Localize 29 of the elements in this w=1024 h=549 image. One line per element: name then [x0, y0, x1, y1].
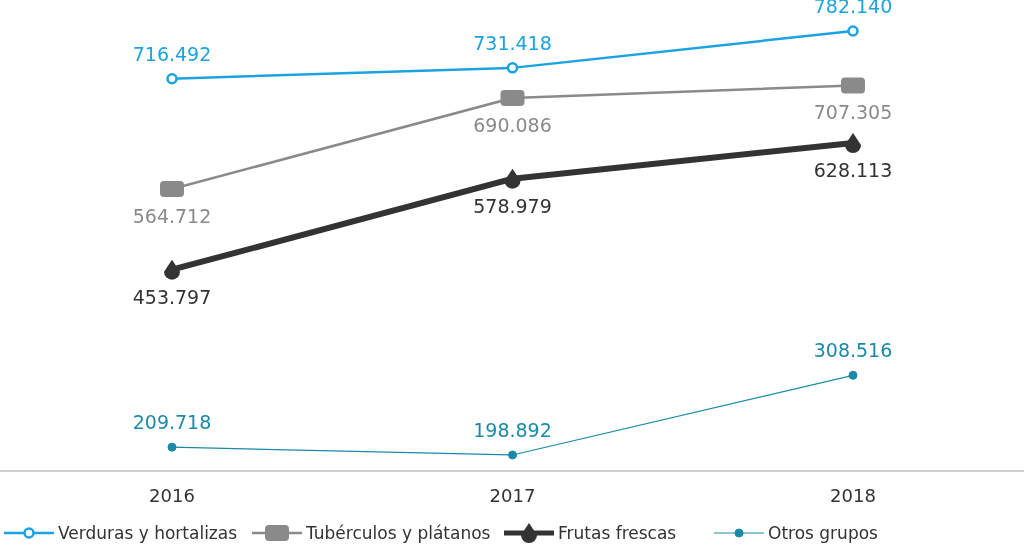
- x-tick-label: 2016: [149, 485, 195, 506]
- legend-label: Otros grupos: [768, 523, 879, 543]
- data-label: 731.418: [473, 31, 552, 54]
- point: [845, 132, 861, 153]
- legend-label: Verduras y hortalizas: [58, 523, 238, 543]
- data-label: 564.712: [132, 205, 212, 228]
- point: [504, 168, 521, 189]
- point: [506, 62, 519, 74]
- point: [848, 370, 858, 380]
- point: [508, 450, 517, 460]
- point: [164, 259, 180, 280]
- point: [847, 25, 859, 37]
- data-label: 716.492: [132, 42, 212, 65]
- data-label: 308.516: [813, 339, 893, 362]
- data-label: 707.305: [813, 101, 893, 124]
- x-tick-label: 2018: [830, 485, 876, 506]
- data-label: 453.797: [132, 285, 212, 308]
- data-label: 628.113: [813, 158, 893, 181]
- legend-label: Frutas frescas: [558, 523, 677, 543]
- data-label: 209.718: [132, 411, 212, 434]
- point: [160, 181, 184, 198]
- point: [166, 72, 178, 85]
- point: [841, 77, 865, 94]
- x-tick-label: 2017: [489, 485, 536, 506]
- point: [167, 442, 177, 452]
- data-label: 198.892: [473, 419, 552, 441]
- data-label: 578.979: [473, 194, 552, 217]
- legend-label: Tubérculos y plátanos: [305, 523, 491, 543]
- data-label: 690.086: [473, 113, 552, 136]
